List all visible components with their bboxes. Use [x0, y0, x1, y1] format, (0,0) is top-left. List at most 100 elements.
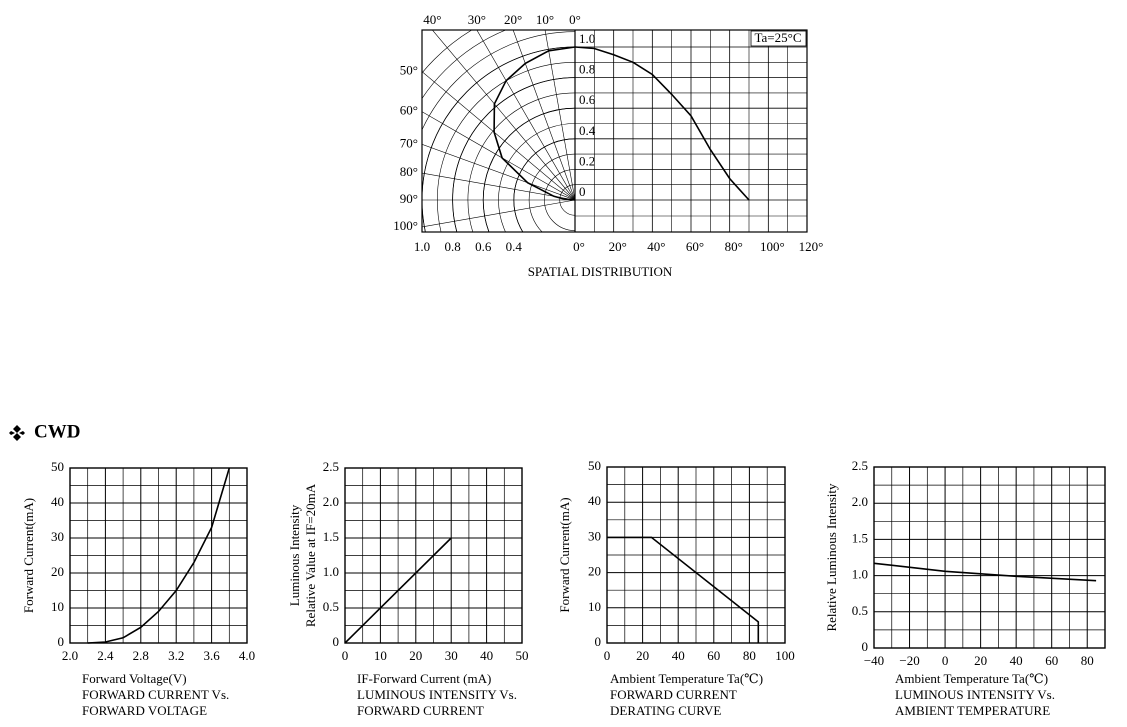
y-tick-label: 1.5 — [852, 530, 868, 545]
y-tick-label: 50 — [51, 459, 64, 474]
y-tick-label: 30 — [51, 529, 64, 544]
x-tick-label: 50 — [516, 648, 529, 663]
y-tick-label: 0 — [333, 634, 340, 649]
y-tick-label: 0 — [579, 184, 586, 199]
curve — [87, 467, 231, 644]
chart-caption: FORWARD CURRENT Vs. — [82, 687, 229, 702]
grid-spoke — [512, 30, 575, 201]
x-tick-label: 40° — [647, 239, 665, 254]
y-tick-label: 1.0 — [323, 564, 339, 579]
angle-tick-label: 50° — [400, 63, 418, 78]
x-tick-label: 3.6 — [203, 648, 220, 663]
y-tick-label: 0.8 — [579, 62, 595, 77]
y-axis-title: Luminous Intensity — [287, 504, 302, 606]
y-axis-title: Relative Value at IF=20mA — [303, 483, 318, 627]
angle-tick-label: 40° — [423, 12, 441, 27]
chart-caption: FORWARD CURRENT — [610, 687, 737, 702]
x-tick-label: −40 — [864, 653, 884, 668]
grid-spoke — [431, 30, 575, 201]
section-bullet — [9, 425, 25, 441]
y-tick-label: 2.0 — [323, 494, 339, 509]
curve — [344, 537, 452, 644]
x-tick-label: 20 — [974, 653, 987, 668]
x-tick-label: 20 — [636, 648, 649, 663]
y-tick-label: 2.5 — [323, 459, 339, 474]
polar-grid — [422, 30, 575, 232]
y-tick-label: 10 — [51, 599, 64, 614]
radial-tick-label: 0.8 — [444, 239, 460, 254]
x-tick-label: 0 — [604, 648, 611, 663]
y-tick-label: 0.5 — [852, 603, 868, 618]
chart-caption: LUMINOUS INTENSITY Vs. — [357, 687, 517, 702]
radial-tick-label: 1.0 — [414, 239, 430, 254]
angle-tick-label: 30° — [468, 12, 486, 27]
y-tick-label: 0.2 — [579, 153, 595, 168]
grid-spoke — [422, 143, 575, 201]
angle-tick-label: 0° — [569, 12, 581, 27]
curve — [607, 536, 760, 643]
radial-tick-label: 0.4 — [506, 239, 523, 254]
y-tick-label: 20 — [588, 564, 601, 579]
x-tick-label: 0° — [573, 239, 585, 254]
plot-frame — [606, 466, 786, 644]
grid-spoke — [422, 111, 575, 201]
x-tick-label: 60 — [707, 648, 720, 663]
x-tick-label: 100° — [760, 239, 785, 254]
x-tick-label: 0 — [942, 653, 949, 668]
x-tick-label: 100 — [775, 648, 795, 663]
radial-tick-label: 0.6 — [475, 239, 492, 254]
chart-caption: FORWARD CURRENT — [357, 703, 484, 718]
y-tick-label: 0 — [58, 634, 65, 649]
chart-caption: AMBIENT TEMPERATURE — [895, 703, 1050, 718]
grid-spoke — [476, 30, 575, 201]
chart-caption: DERATING CURVE — [610, 703, 721, 718]
y-tick-label: 10 — [588, 599, 601, 614]
chart-caption: FORWARD VOLTAGE — [82, 703, 207, 718]
y-axis-title: Forward Current(mA) — [21, 498, 36, 613]
plot-frame — [421, 29, 808, 233]
y-axis-title: Forward Current(mA) — [557, 497, 572, 612]
y-tick-label: 50 — [588, 458, 601, 473]
curve — [873, 562, 1097, 582]
annotation: Ta=25°C — [754, 30, 801, 45]
y-tick-label: 40 — [51, 494, 64, 509]
y-tick-label: 1.0 — [852, 567, 868, 582]
x-axis-title: Forward Voltage(V) — [82, 671, 187, 686]
x-tick-label: 2.0 — [62, 648, 78, 663]
x-axis-title: Ambient Temperature Ta(℃) — [895, 671, 1048, 686]
grid-spoke — [422, 172, 575, 201]
y-axis-title: Relative Luminous Intensity — [824, 483, 839, 632]
x-tick-label: 4.0 — [239, 648, 255, 663]
x-tick-label: 40 — [480, 648, 493, 663]
y-tick-label: 2.5 — [852, 458, 868, 473]
x-tick-label: 60° — [686, 239, 704, 254]
y-tick-label: 1.0 — [579, 31, 595, 46]
plot-frame — [344, 467, 523, 644]
angle-tick-label: 80° — [400, 164, 418, 179]
x-tick-label: 30 — [445, 648, 458, 663]
angle-tick-label: 60° — [400, 103, 418, 118]
chart-caption: LUMINOUS INTENSITY Vs. — [895, 687, 1055, 702]
x-tick-label: 10 — [374, 648, 387, 663]
y-tick-label: 0 — [595, 634, 602, 649]
x-tick-label: 80 — [743, 648, 756, 663]
x-tick-label: 80° — [725, 239, 743, 254]
y-tick-label: 0.5 — [323, 599, 339, 614]
y-tick-label: 0 — [862, 639, 869, 654]
x-tick-label: 20 — [409, 648, 422, 663]
x-tick-label: −20 — [899, 653, 919, 668]
x-tick-label: 40 — [1010, 653, 1023, 668]
section-title: CWD — [34, 421, 80, 442]
x-tick-label: 80 — [1081, 653, 1094, 668]
grid-spoke — [422, 71, 575, 201]
intensity-curve — [574, 46, 750, 201]
angle-tick-label: 20° — [504, 12, 522, 27]
y-tick-label: 2.0 — [852, 494, 868, 509]
grid-spoke — [422, 199, 575, 228]
x-tick-label: 60 — [1045, 653, 1058, 668]
polar-curve — [493, 46, 576, 201]
angle-tick-label: 100° — [393, 218, 418, 233]
angle-tick-label: 10° — [536, 12, 554, 27]
